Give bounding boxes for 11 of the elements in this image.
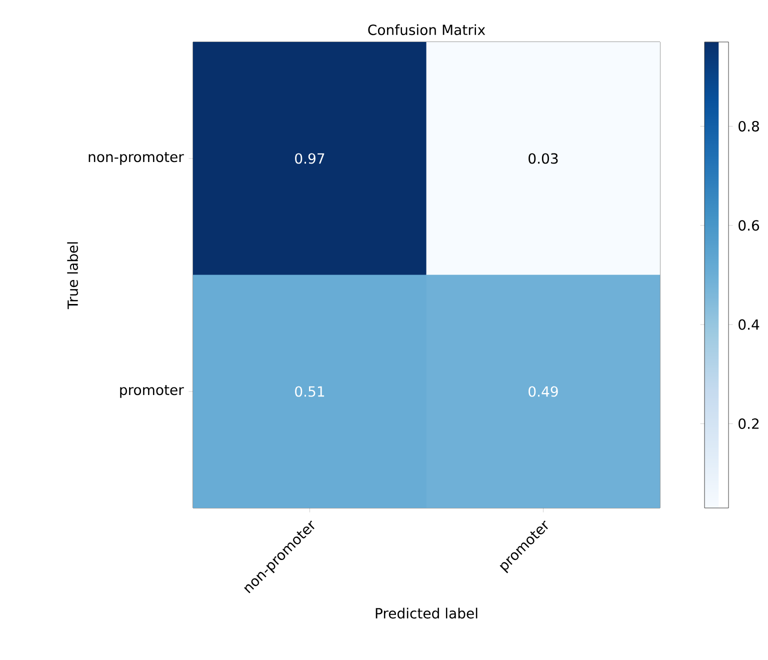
- chart-title: Confusion Matrix: [368, 24, 486, 36]
- data-label: 0.49: [528, 386, 558, 397]
- y-axis-title: True label: [67, 242, 78, 310]
- color-bar-label: 0.6: [738, 220, 760, 231]
- x-axis-title: Predicted label: [376, 608, 478, 619]
- color-bar-label: 0.4: [738, 319, 760, 330]
- data-label: 0.51: [295, 386, 324, 397]
- color-bar-label: 0.8: [738, 120, 759, 132]
- data-label: 0.03: [528, 153, 558, 164]
- color-bar-label: 0.2: [738, 418, 759, 429]
- data-label: 0.97: [295, 153, 324, 164]
